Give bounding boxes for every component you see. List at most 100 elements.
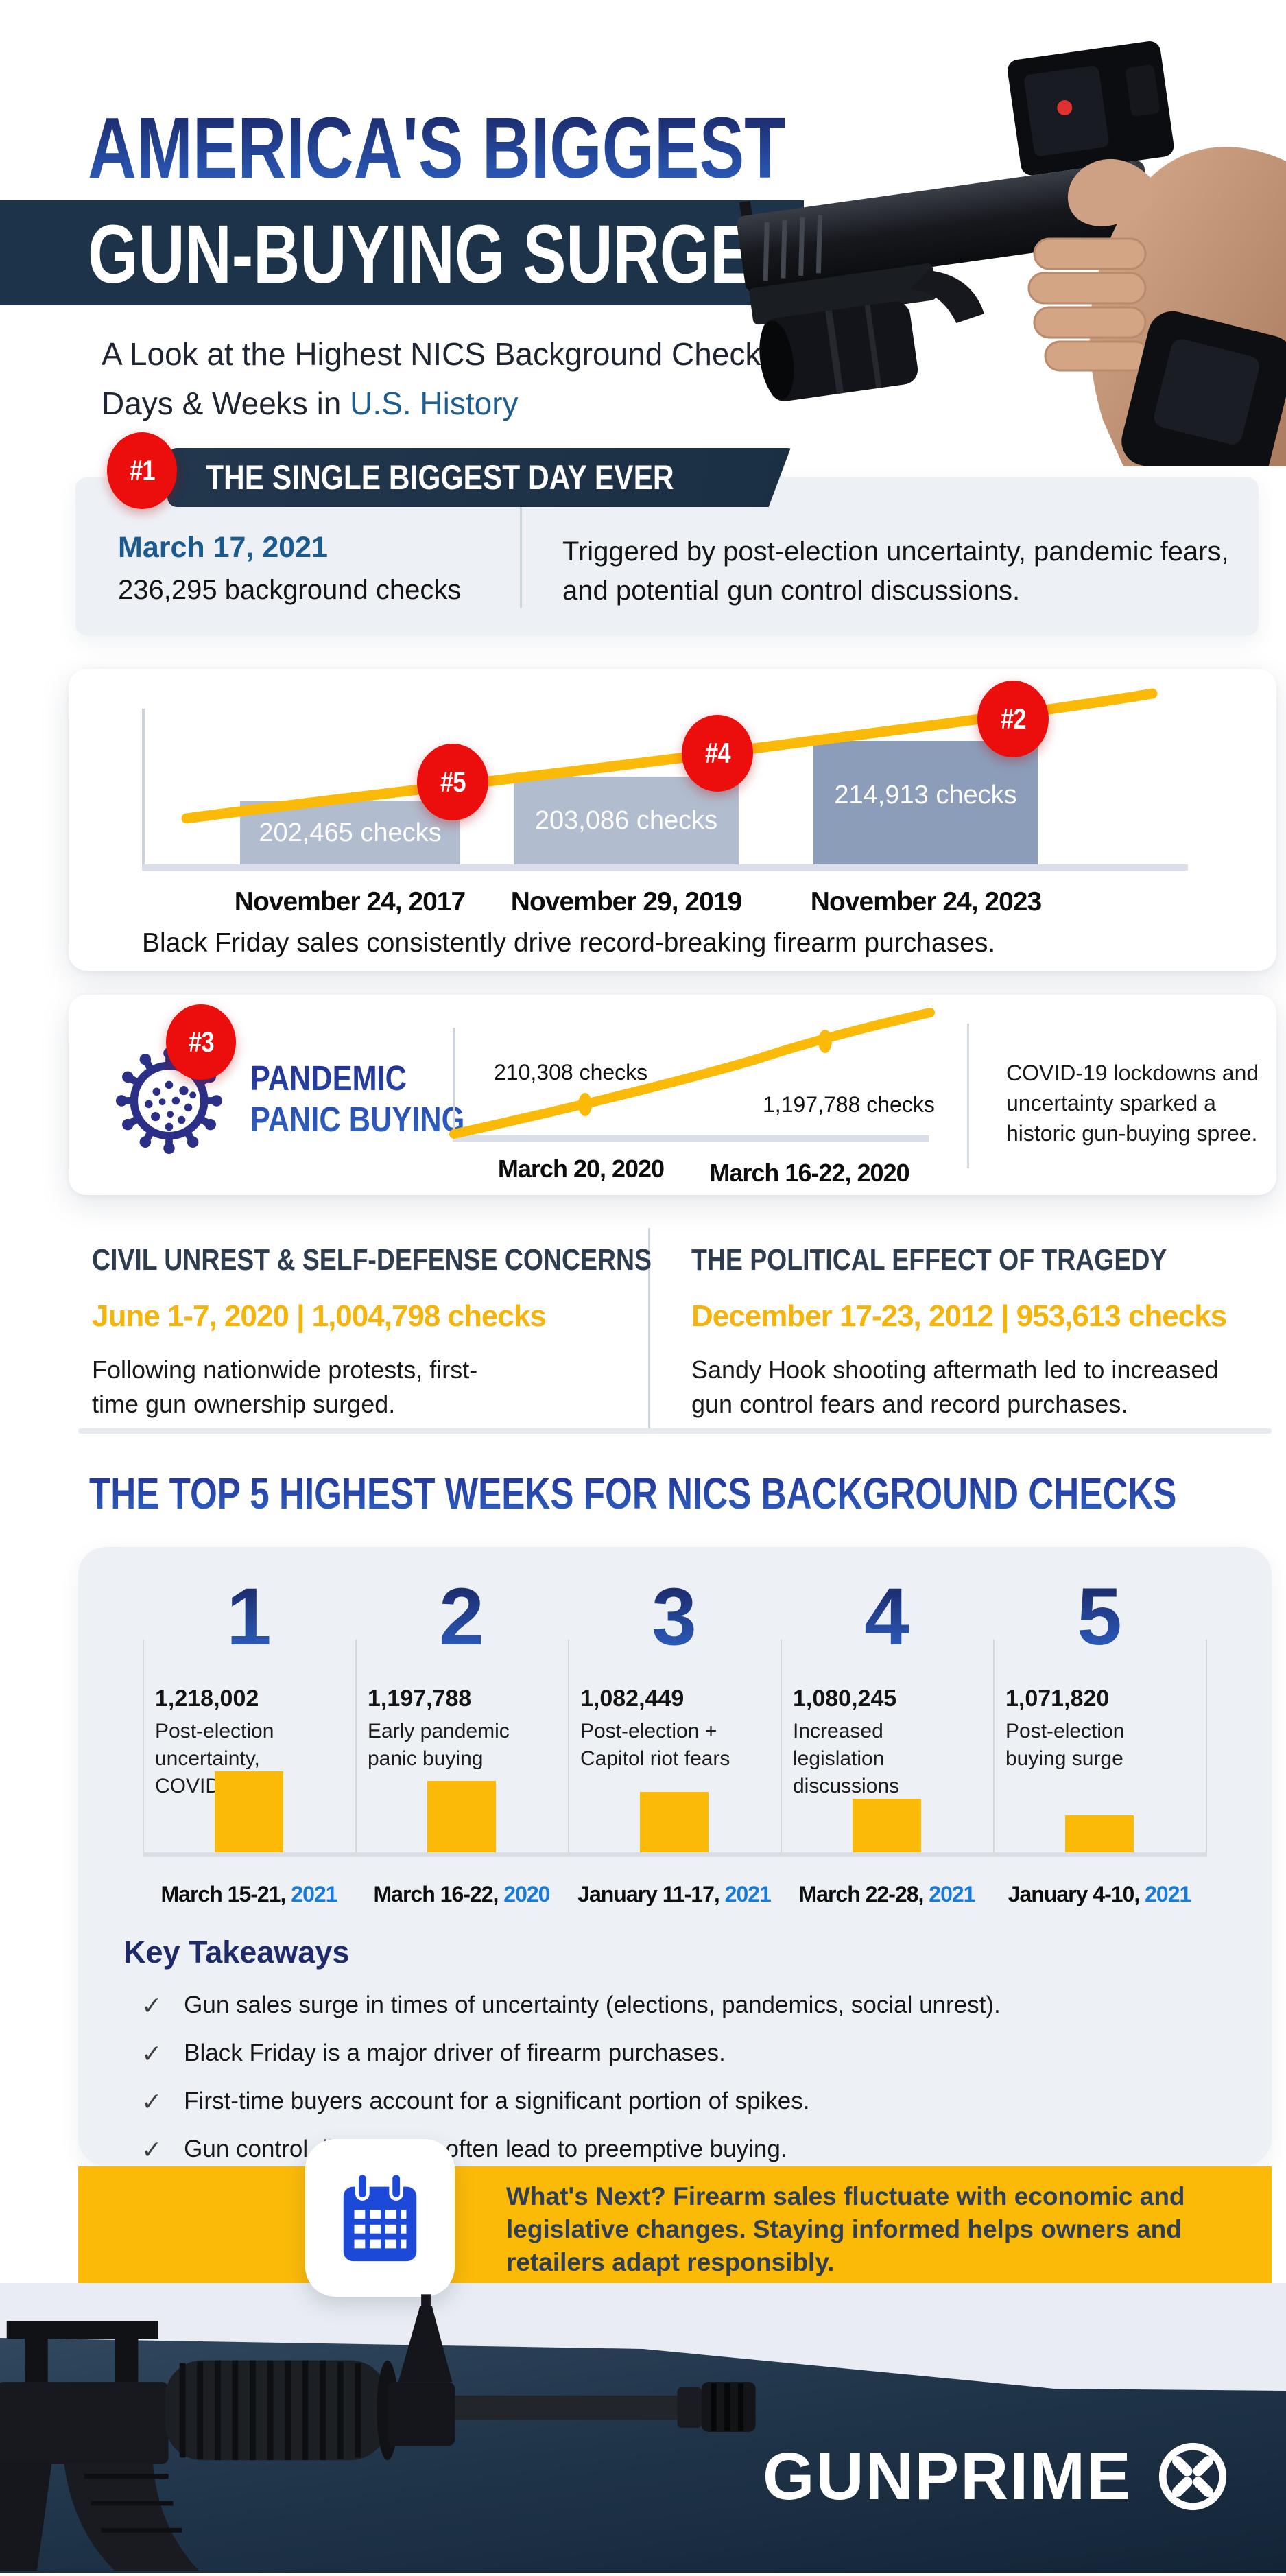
top5-col-divider bbox=[993, 1640, 995, 1852]
top5-header: THE TOP 5 HIGHEST WEEKS FOR NICS BACKGRO… bbox=[89, 1469, 1177, 1518]
pandemic-point-1-date: March 20, 2020 bbox=[497, 1155, 665, 1183]
takeaway-text: Black Friday is a major driver of firear… bbox=[184, 2040, 726, 2066]
rank-3-badge: #3 bbox=[166, 1004, 236, 1080]
takeaway-item: ✓ First-time buyers account for a signif… bbox=[141, 2088, 810, 2116]
top5-desc-2: Early pandemic panic buying bbox=[368, 1720, 510, 1770]
pistol-illustration bbox=[737, 40, 1286, 491]
biggest-day-description: Triggered by post-election uncertainty, … bbox=[562, 536, 1229, 606]
top5-date-2: March 16-22, 2020 bbox=[355, 1882, 568, 1907]
check-icon: ✓ bbox=[141, 2088, 163, 2116]
takeaway-text: First-time buyers account for a signific… bbox=[184, 2088, 810, 2114]
top5-rank-4: 4 bbox=[781, 1576, 993, 1658]
rank-3-badge-label: #3 bbox=[188, 1026, 214, 1058]
top5-value-3: 1,082,449 bbox=[580, 1686, 684, 1712]
top5-column-1: 1 1,218,002 Post-election uncertainty, C… bbox=[143, 1576, 355, 1800]
top5-bar-4 bbox=[853, 1799, 921, 1852]
top5-date-3-range: January 11-17, bbox=[577, 1882, 720, 1906]
top5-col-divider bbox=[568, 1640, 569, 1852]
top5-rank-3: 3 bbox=[568, 1576, 781, 1658]
subtitle-line2-prefix: Days & Weeks in bbox=[102, 386, 350, 421]
top5-date-5: January 4-10, 2021 bbox=[993, 1882, 1206, 1907]
hero-title-line1: AMERICA'S BIGGEST bbox=[88, 99, 786, 196]
event-tragedy-highlight: December 17-23, 2012 | 953,613 checks bbox=[691, 1299, 1227, 1333]
top5-rank-1: 1 bbox=[143, 1576, 355, 1658]
bf-bar-2019: 203,086 checks bbox=[514, 777, 739, 864]
rank-5-badge-label: #5 bbox=[440, 766, 466, 798]
top5-date-1: March 15-21, 2021 bbox=[143, 1882, 355, 1907]
event-tragedy: THE POLITICAL EFFECT OF TRAGEDY December… bbox=[691, 1243, 1267, 1421]
black-friday-card: 202,465 checks 203,086 checks 214,913 ch… bbox=[69, 669, 1276, 971]
whats-next-banner bbox=[78, 2166, 1272, 2283]
bf-bar-2017-label: 202,465 checks bbox=[259, 818, 442, 847]
top5-col-divider bbox=[781, 1640, 782, 1852]
top5-desc-4: Increased legislation discussions bbox=[793, 1720, 900, 1797]
bf-bar-2023-label: 214,913 checks bbox=[834, 781, 1017, 810]
top5-date-2-range: March 16-22, bbox=[373, 1882, 499, 1906]
rank-2-badge: #2 bbox=[977, 681, 1049, 757]
top5-baseline bbox=[143, 1852, 1207, 1857]
bf-y-axis bbox=[142, 709, 145, 868]
top5-col-divider bbox=[355, 1640, 357, 1852]
subtitle-line2: Days & Weeks in U.S. History bbox=[102, 379, 761, 428]
top5-rank-2: 2 bbox=[355, 1576, 568, 1658]
calendar-icon bbox=[343, 2171, 417, 2262]
rifle-illustration bbox=[0, 2294, 756, 2571]
pandemic-trend-line bbox=[449, 1008, 935, 1139]
takeaway-item: ✓ Gun sales surge in times of uncertaint… bbox=[141, 1992, 1001, 2020]
check-icon: ✓ bbox=[141, 2040, 163, 2068]
bf-caption: Black Friday sales consistently drive re… bbox=[142, 928, 996, 958]
section-separator bbox=[78, 1428, 1272, 1434]
rank-1-badge: #1 bbox=[107, 432, 177, 509]
event-tragedy-description: Sandy Hook shooting aftermath led to inc… bbox=[691, 1356, 1219, 1418]
bf-date-2023: November 24, 2023 bbox=[810, 887, 1042, 917]
hero-subtitle: A Look at the Highest NICS Background Ch… bbox=[102, 329, 761, 428]
hero-pistol-photo bbox=[713, 0, 1286, 491]
subtitle-highlight: U.S. History bbox=[350, 386, 519, 421]
top5-desc-5: Post-election buying surge bbox=[1005, 1720, 1125, 1770]
hero-title-line2: GUN-BUYING SURGES bbox=[88, 207, 797, 300]
top5-date-4: March 22-28, 2021 bbox=[781, 1882, 993, 1907]
brand-crosshair-icon bbox=[1158, 2442, 1226, 2511]
pandemic-divider bbox=[967, 1024, 969, 1168]
check-icon: ✓ bbox=[141, 2136, 163, 2164]
bf-baseline bbox=[142, 864, 1188, 871]
events-divider bbox=[648, 1228, 650, 1429]
top5-value-4: 1,080,245 bbox=[793, 1686, 897, 1712]
pandemic-point-2 bbox=[818, 1030, 832, 1053]
top5-desc-3: Post-election + Capitol riot fears bbox=[580, 1720, 730, 1770]
top5-bar-5 bbox=[1065, 1815, 1134, 1852]
bf-bar-2019-label: 203,086 checks bbox=[534, 805, 718, 835]
bf-trend-line bbox=[181, 688, 1158, 824]
biggest-day-divider bbox=[520, 506, 522, 608]
takeaways-header: Key Takeaways bbox=[123, 1935, 350, 1970]
top5-date-5-range: January 4-10, bbox=[1008, 1882, 1141, 1906]
rank-2-badge-label: #2 bbox=[1000, 702, 1026, 735]
pandemic-point-2-date: March 16-22, 2020 bbox=[709, 1159, 909, 1187]
bf-bar-2023: 214,913 checks bbox=[813, 741, 1038, 864]
top5-value-5: 1,071,820 bbox=[1005, 1686, 1110, 1712]
top5-col-divider bbox=[1206, 1640, 1207, 1852]
whats-next-text: What's Next? Firearm sales fluctuate wit… bbox=[506, 2182, 1185, 2276]
top5-date-5-year: 2021 bbox=[1145, 1882, 1191, 1906]
bf-date-2019: November 29, 2019 bbox=[510, 887, 742, 917]
top5-column-4: 4 1,080,245 Increased legislation discus… bbox=[781, 1576, 993, 1800]
pandemic-point-2-label: 1,197,788 checks bbox=[763, 1092, 935, 1117]
top5-date-3-year: 2021 bbox=[724, 1882, 772, 1906]
top5-date-2-year: 2020 bbox=[503, 1882, 550, 1906]
top5-col-divider bbox=[143, 1640, 144, 1852]
top5-desc-1: Post-election uncertainty, COVID-19 bbox=[155, 1720, 274, 1797]
takeaway-item: ✓ Gun control discussions often lead to … bbox=[141, 2136, 787, 2164]
top5-rank-5: 5 bbox=[993, 1576, 1206, 1658]
top5-value-2: 1,197,788 bbox=[368, 1686, 472, 1712]
rank-4-badge: #4 bbox=[682, 715, 753, 792]
rifle-photo bbox=[0, 2279, 778, 2573]
brand-wordmark: GUNPRIME bbox=[763, 2439, 1132, 2514]
biggest-day-date: March 17, 2021 bbox=[118, 531, 328, 564]
top5-card: 1 1,218,002 Post-election uncertainty, C… bbox=[78, 1547, 1272, 2166]
biggest-day-header-band: THE SINGLE BIGGEST DAY EVER bbox=[167, 448, 791, 507]
event-civil-unrest-highlight: June 1-7, 2020 | 1,004,798 checks bbox=[92, 1299, 547, 1333]
pandemic-baseline bbox=[453, 1135, 929, 1142]
takeaway-text: Gun control discussions often lead to pr… bbox=[184, 2136, 787, 2162]
pandemic-point-1 bbox=[578, 1093, 592, 1116]
